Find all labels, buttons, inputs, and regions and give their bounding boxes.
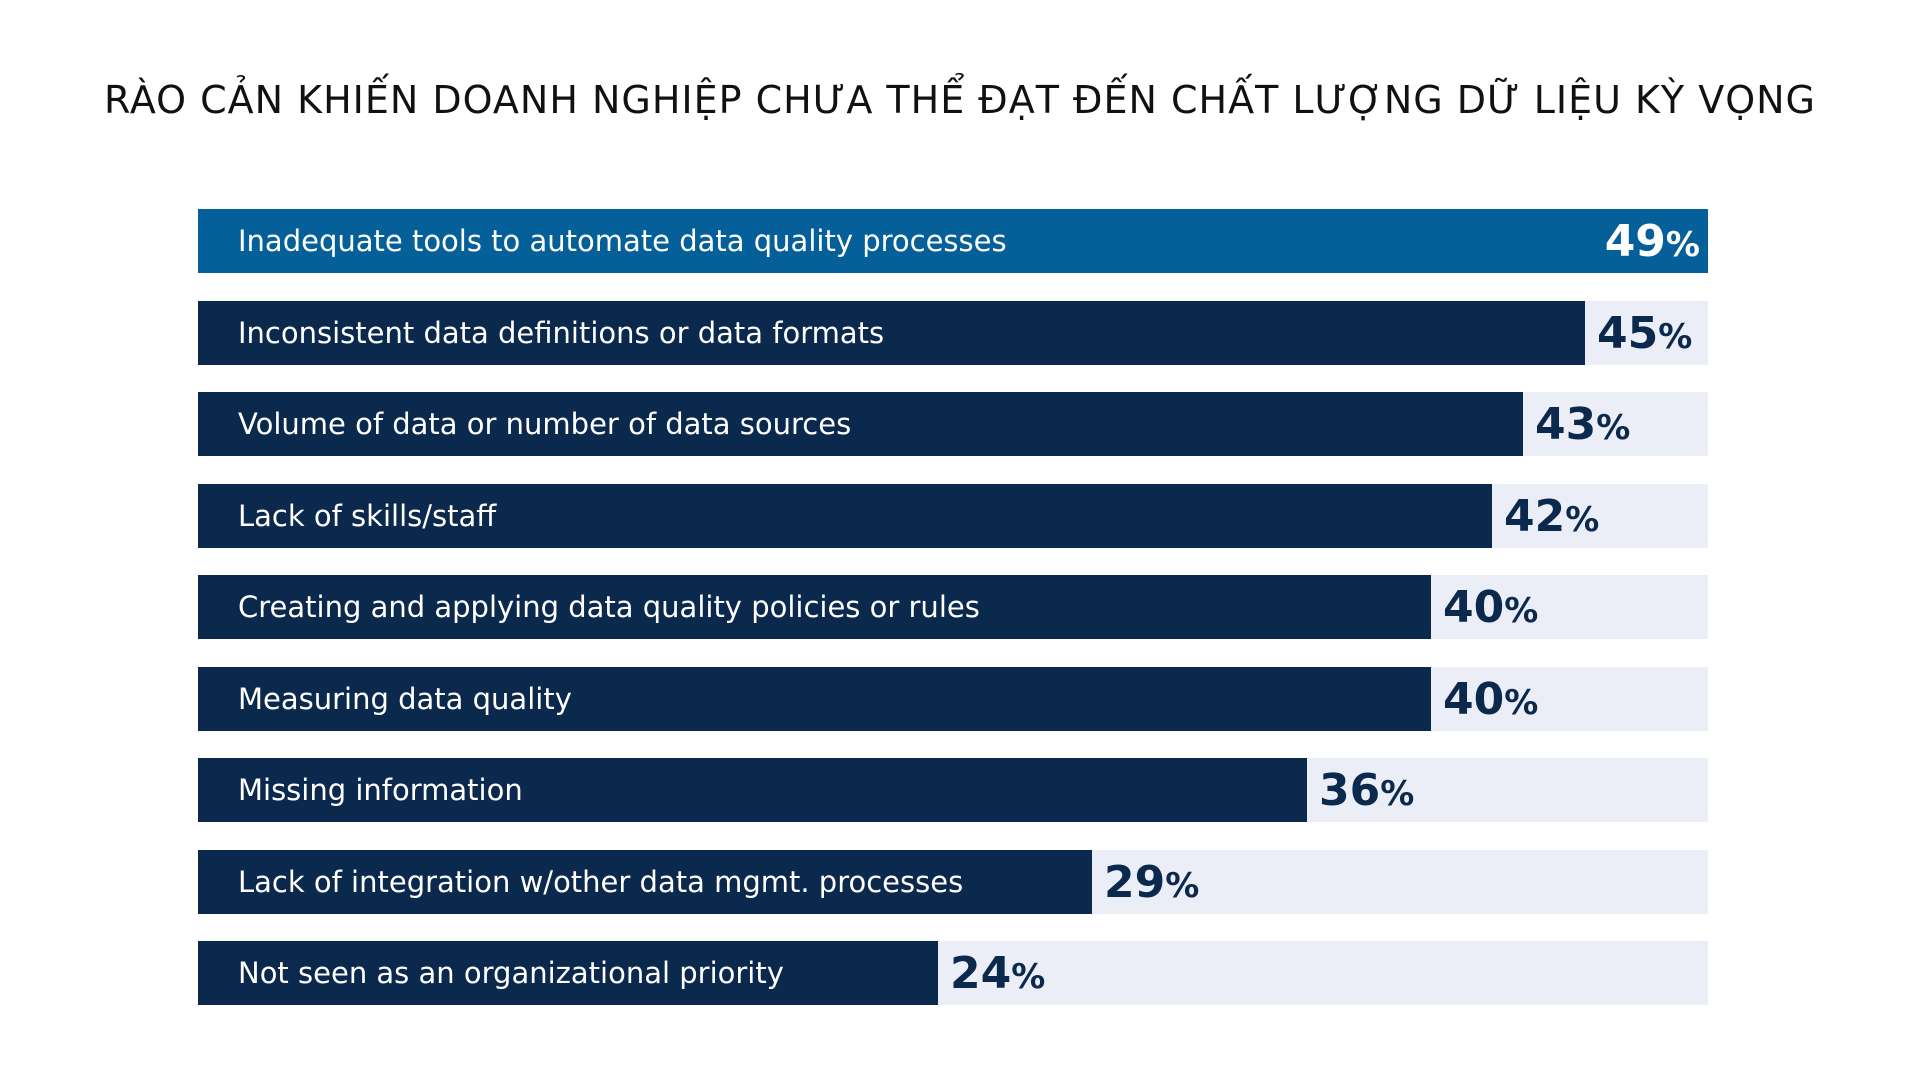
data-label-number: 40 [1443, 582, 1505, 633]
bar-label: Missing information [238, 773, 523, 807]
data-label-suffix: % [1658, 316, 1693, 357]
data-label-number: 24 [950, 948, 1012, 999]
bar-row: Inadequate tools to automate data qualit… [198, 209, 1708, 273]
bar-row: Not seen as an organizational priority 24… [198, 941, 1708, 1005]
data-label: 29% [1104, 850, 1199, 914]
data-label-suffix: % [1504, 682, 1539, 723]
data-label-number: 45 [1597, 307, 1659, 359]
bar [198, 666, 1431, 731]
bar-row: Lack of skills/staff 42% [198, 483, 1708, 548]
bar-row: Creating and applying data quality polic… [198, 575, 1708, 639]
data-label-suffix: % [1165, 865, 1200, 906]
data-label: 42% [1504, 484, 1599, 548]
data-label-suffix: % [1011, 957, 1046, 997]
data-label-number: 49 [1604, 216, 1666, 267]
data-label: 36% [1319, 758, 1414, 822]
data-label-suffix: % [1665, 225, 1700, 265]
bar-row: Missing information 36% [198, 758, 1708, 822]
chart-title: RÀO CẢN KHIẾN DOANH NGHIỆP CHƯA THỂ ĐẠT … [103, 78, 1817, 122]
bar-row: Lack of integration w/other data mgmt. p… [198, 849, 1708, 914]
bar-chart: Inadequate tools to automate data qualit… [198, 209, 1708, 1009]
data-label: 40% [1443, 575, 1538, 639]
bar [198, 941, 938, 1005]
bar-label: Measuring data quality [238, 681, 572, 716]
data-label-suffix: % [1504, 591, 1539, 631]
bar [198, 392, 1523, 456]
bar-label: Lack of skills/staff [238, 498, 497, 533]
bar-row: Volume of data or number of data sources… [198, 392, 1708, 456]
bar-label: Inconsistent data definitions or data fo… [238, 315, 885, 350]
data-label-number: 29 [1104, 856, 1166, 908]
bar-label: Creating and applying data quality polic… [238, 590, 980, 624]
bar [198, 849, 1092, 914]
data-label-number: 36 [1319, 765, 1381, 816]
bar-label: Not seen as an organizational priority [238, 956, 784, 990]
bar-row: Measuring data quality 40% [198, 666, 1708, 731]
data-label: 43% [1535, 392, 1630, 456]
bar [198, 300, 1585, 365]
data-label-number: 40 [1443, 673, 1505, 725]
data-label-number: 42 [1504, 490, 1566, 542]
data-label: 24% [950, 941, 1045, 1005]
data-label: 49% [1605, 209, 1700, 273]
data-label-suffix: % [1380, 774, 1415, 814]
bar-label: Volume of data or number of data sources [238, 407, 852, 441]
bar-label: Inadequate tools to automate data qualit… [238, 224, 1007, 258]
data-label-suffix: % [1596, 408, 1631, 448]
bar [198, 483, 1492, 548]
bar-label: Lack of integration w/other data mgmt. p… [238, 864, 964, 899]
data-label: 40% [1443, 667, 1538, 731]
bar [198, 575, 1431, 639]
bar-row: Inconsistent data definitions or data fo… [198, 300, 1708, 365]
data-label-number: 43 [1535, 399, 1597, 450]
data-label: 45% [1597, 301, 1692, 365]
data-label-suffix: % [1565, 499, 1600, 540]
bar [198, 758, 1307, 822]
bar [198, 209, 1708, 273]
